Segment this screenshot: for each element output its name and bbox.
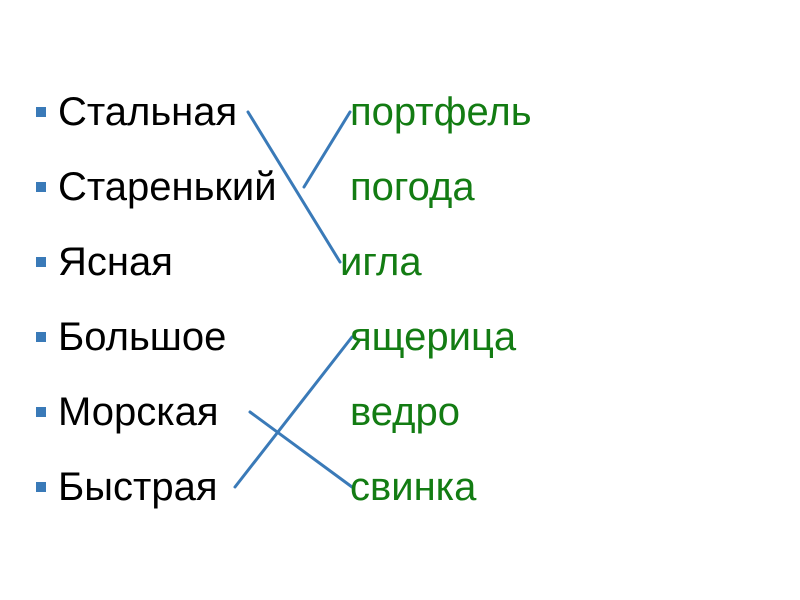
bullet-icon — [36, 107, 46, 117]
left-word: Стальная — [58, 90, 237, 135]
right-word: погода — [350, 165, 475, 210]
right-word: игла — [340, 240, 422, 285]
left-word: Старенький — [58, 165, 277, 210]
left-word: Морская — [58, 390, 219, 435]
left-word: Большое — [58, 315, 226, 360]
right-word: ящерица — [350, 315, 516, 360]
bullet-icon — [36, 332, 46, 342]
right-word: портфель — [350, 90, 532, 135]
bullet-icon — [36, 407, 46, 417]
words-layer: Стальная портфель Старенький погода Ясная игл… — [0, 0, 800, 600]
left-word: Быстрая — [58, 465, 217, 510]
right-word: ведро — [350, 390, 460, 435]
matching-slide: Стальная портфель Старенький погода Ясная игл… — [0, 0, 800, 600]
bullet-icon — [36, 482, 46, 492]
bullet-icon — [36, 182, 46, 192]
right-word: свинка — [350, 465, 476, 510]
bullet-icon — [36, 257, 46, 267]
left-word: Ясная — [58, 240, 173, 285]
